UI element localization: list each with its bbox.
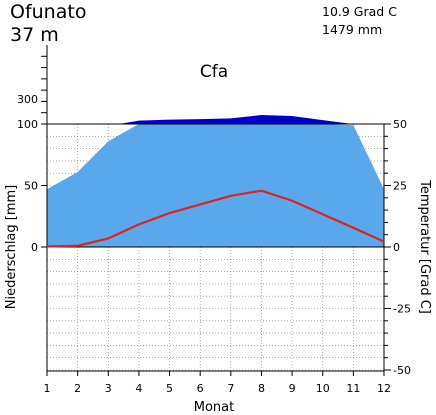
y-left-tick-label: 50: [24, 180, 38, 193]
y-right-tick-label: -50: [393, 364, 411, 377]
annual-precipitation: 1479 mm: [322, 22, 382, 37]
y-right-tick-label: 0: [393, 241, 400, 254]
station-elevation: 37 m: [10, 24, 59, 46]
x-axis-title: Monat: [194, 400, 234, 415]
y-right-tick-label: -25: [393, 303, 411, 316]
x-tick-label: 6: [197, 382, 204, 395]
x-tick-label: 3: [105, 382, 112, 395]
climate-class: Cfa: [200, 62, 228, 82]
x-tick-label: 7: [227, 382, 234, 395]
x-tick-label: 2: [74, 382, 81, 395]
x-tick-label: 5: [166, 382, 173, 395]
y-axis-left-title: Niederschlag [mm]: [4, 185, 19, 310]
station-name: Ofunato: [10, 1, 86, 23]
y-left-tick-label: 300: [17, 93, 38, 106]
perhumid-area: [118, 115, 353, 124]
humid-area: [47, 124, 384, 247]
axes-lines: [41, 45, 391, 376]
x-tick-label: 4: [135, 382, 142, 395]
precipitation-areas: [47, 115, 384, 247]
x-tick-label: 9: [289, 382, 296, 395]
y-left-tick-label: 100: [17, 118, 38, 131]
x-tick-label: 1: [44, 382, 51, 395]
y-left-tick-label: 0: [31, 241, 38, 254]
temperature-curve: [46, 189, 385, 248]
y-axis-right-title: Temperatur [Grad C]: [417, 179, 432, 314]
x-tick-label: 8: [258, 382, 265, 395]
mean-temperature: 10.9 Grad C: [322, 4, 397, 19]
x-tick-label: 12: [377, 382, 391, 395]
temperature-line: [46, 189, 385, 248]
y-right-tick-label: 50: [393, 118, 407, 131]
x-tick-label: 10: [316, 382, 330, 395]
x-tick-label: 11: [346, 382, 360, 395]
y-right-tick-label: 25: [393, 180, 407, 193]
